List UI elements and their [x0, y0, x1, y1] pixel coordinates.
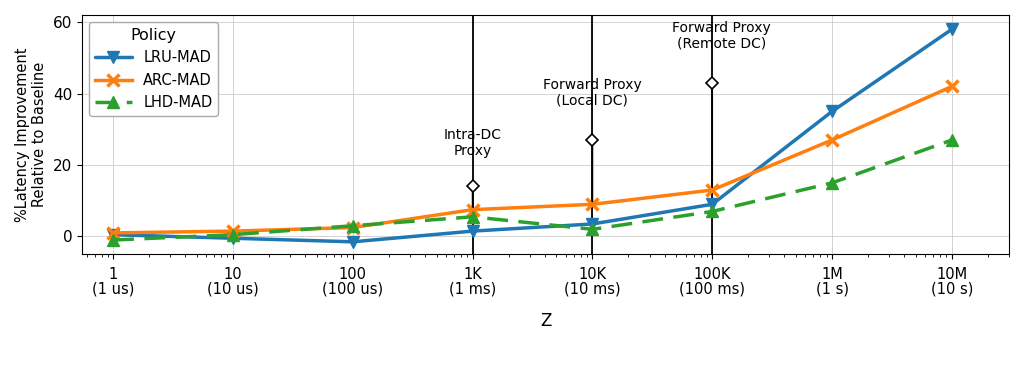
Text: (100 us): (100 us) [323, 281, 383, 296]
Text: 1M: 1M [821, 267, 843, 282]
ARC-MAD [467, 207, 479, 212]
Text: 10M: 10M [936, 267, 968, 282]
LRU-MAD [227, 236, 240, 241]
Text: 1K: 1K [463, 267, 482, 282]
LHD-MAD [108, 238, 120, 242]
ARC-MAD [108, 230, 120, 235]
LRU-MAD [587, 221, 599, 226]
Text: (1 ms): (1 ms) [449, 281, 497, 296]
ARC-MAD [826, 138, 839, 142]
LHD-MAD [587, 227, 599, 232]
LRU-MAD [467, 229, 479, 234]
Text: Forward Proxy
(Local DC): Forward Proxy (Local DC) [543, 78, 642, 108]
Line: LHD-MAD: LHD-MAD [108, 134, 957, 246]
LRU-MAD [946, 27, 958, 32]
Text: (1 s): (1 s) [815, 281, 849, 296]
Line: ARC-MAD: ARC-MAD [108, 81, 957, 238]
LRU-MAD [707, 202, 719, 207]
ARC-MAD [227, 229, 240, 234]
Text: 10K: 10K [579, 267, 606, 282]
LHD-MAD [946, 138, 958, 142]
Text: (10 s): (10 s) [931, 281, 973, 296]
LHD-MAD [227, 232, 240, 237]
ARC-MAD [587, 202, 599, 207]
Text: Intra-DC
Proxy: Intra-DC Proxy [443, 128, 502, 158]
Y-axis label: %Latency Improvement
Relative to Baseline: %Latency Improvement Relative to Baselin… [15, 47, 47, 222]
LHD-MAD [347, 223, 359, 228]
Legend: LRU-MAD, ARC-MAD, LHD-MAD: LRU-MAD, ARC-MAD, LHD-MAD [89, 22, 218, 116]
ARC-MAD [347, 225, 359, 230]
Text: 1: 1 [109, 267, 118, 282]
X-axis label: Z: Z [540, 312, 551, 330]
LHD-MAD [826, 181, 839, 185]
LHD-MAD [467, 214, 479, 219]
Text: 100: 100 [339, 267, 367, 282]
Text: (100 ms): (100 ms) [679, 281, 745, 296]
Text: Forward Proxy
(Remote DC): Forward Proxy (Remote DC) [673, 20, 771, 51]
Text: (10 us): (10 us) [207, 281, 259, 296]
LRU-MAD [108, 232, 120, 237]
LRU-MAD [347, 240, 359, 244]
Text: (10 ms): (10 ms) [564, 281, 621, 296]
ARC-MAD [946, 84, 958, 89]
ARC-MAD [707, 188, 719, 192]
Text: (1 us): (1 us) [92, 281, 134, 296]
Text: 100K: 100K [693, 267, 731, 282]
LRU-MAD [826, 109, 839, 114]
Text: 10: 10 [223, 267, 243, 282]
LHD-MAD [707, 209, 719, 214]
Line: LRU-MAD: LRU-MAD [108, 24, 957, 247]
